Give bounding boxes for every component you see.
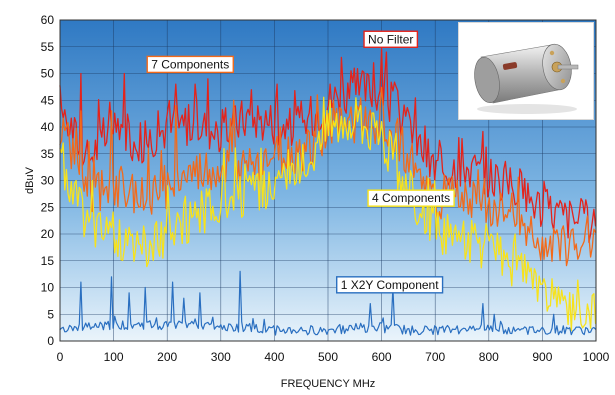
series-layer — [59, 47, 597, 336]
y-tick-label: 55 — [41, 40, 55, 54]
x-tick-label: 200 — [157, 350, 177, 364]
y-axis-label: dBuV — [24, 166, 36, 194]
y-tick-label: 0 — [47, 334, 54, 348]
annotation-box — [336, 276, 444, 294]
x-axis-label: FREQUENCY MHz — [281, 378, 376, 390]
annotation-box — [146, 55, 234, 74]
annotation-box — [367, 189, 455, 207]
x-tick-label: 800 — [479, 350, 499, 364]
plot-frame — [59, 19, 597, 342]
x-tick-label: 1000 — [583, 350, 610, 364]
annotation-label: No Filter — [368, 32, 413, 46]
annotation-1-x2y-component: 1 X2Y Component — [336, 276, 444, 294]
y-tick-label: 30 — [41, 174, 55, 188]
x-tick-labels: 0 100 200 300 400 500 600 700 800 900 1000 — [57, 350, 610, 364]
x-tick-label: 900 — [532, 350, 552, 364]
x-tick-label: 600 — [372, 350, 392, 364]
y-tick-label: 60 — [41, 13, 55, 27]
x-tick-label: 100 — [104, 350, 124, 364]
x-tick-label: 400 — [264, 350, 284, 364]
annotation-label: 1 X2Y Component — [341, 278, 440, 292]
series-line-4-components — [59, 96, 597, 332]
x-tick-label: 300 — [211, 350, 231, 364]
series-line-1-x2y-component — [59, 270, 597, 336]
y-tick-labels: 0 5 10 15 20 25 30 35 40 45 50 55 60 — [41, 13, 55, 348]
annotation-no-filter: No Filter — [363, 30, 419, 48]
series-line-no-filter — [59, 47, 597, 243]
y-tick-label: 40 — [41, 120, 55, 134]
y-tick-label: 35 — [41, 147, 55, 161]
x-tick-label: 500 — [318, 350, 338, 364]
dc-motor-icon — [474, 43, 579, 114]
y-tick-label: 45 — [41, 93, 55, 107]
annotation-label: 4 Components — [372, 191, 450, 205]
y-tick-label: 50 — [41, 67, 55, 81]
y-tick-label: 25 — [41, 200, 55, 214]
y-tick-label: 15 — [41, 254, 55, 268]
annotation-box — [363, 30, 419, 48]
y-tick-label: 20 — [41, 227, 55, 241]
x-tick-label: 700 — [425, 350, 445, 364]
x-tick-label: 0 — [57, 350, 64, 364]
annotations: No Filter 7 Components 4 Components 1 X2Y C… — [146, 30, 455, 294]
dc-motor-photo — [458, 22, 594, 120]
annotation-4-components: 4 Components — [367, 189, 455, 207]
annotation-label: 7 Components — [151, 57, 229, 71]
y-tick-label: 5 — [47, 307, 54, 321]
annotation-7-components: 7 Components — [146, 55, 234, 74]
y-tick-label: 10 — [41, 281, 55, 295]
